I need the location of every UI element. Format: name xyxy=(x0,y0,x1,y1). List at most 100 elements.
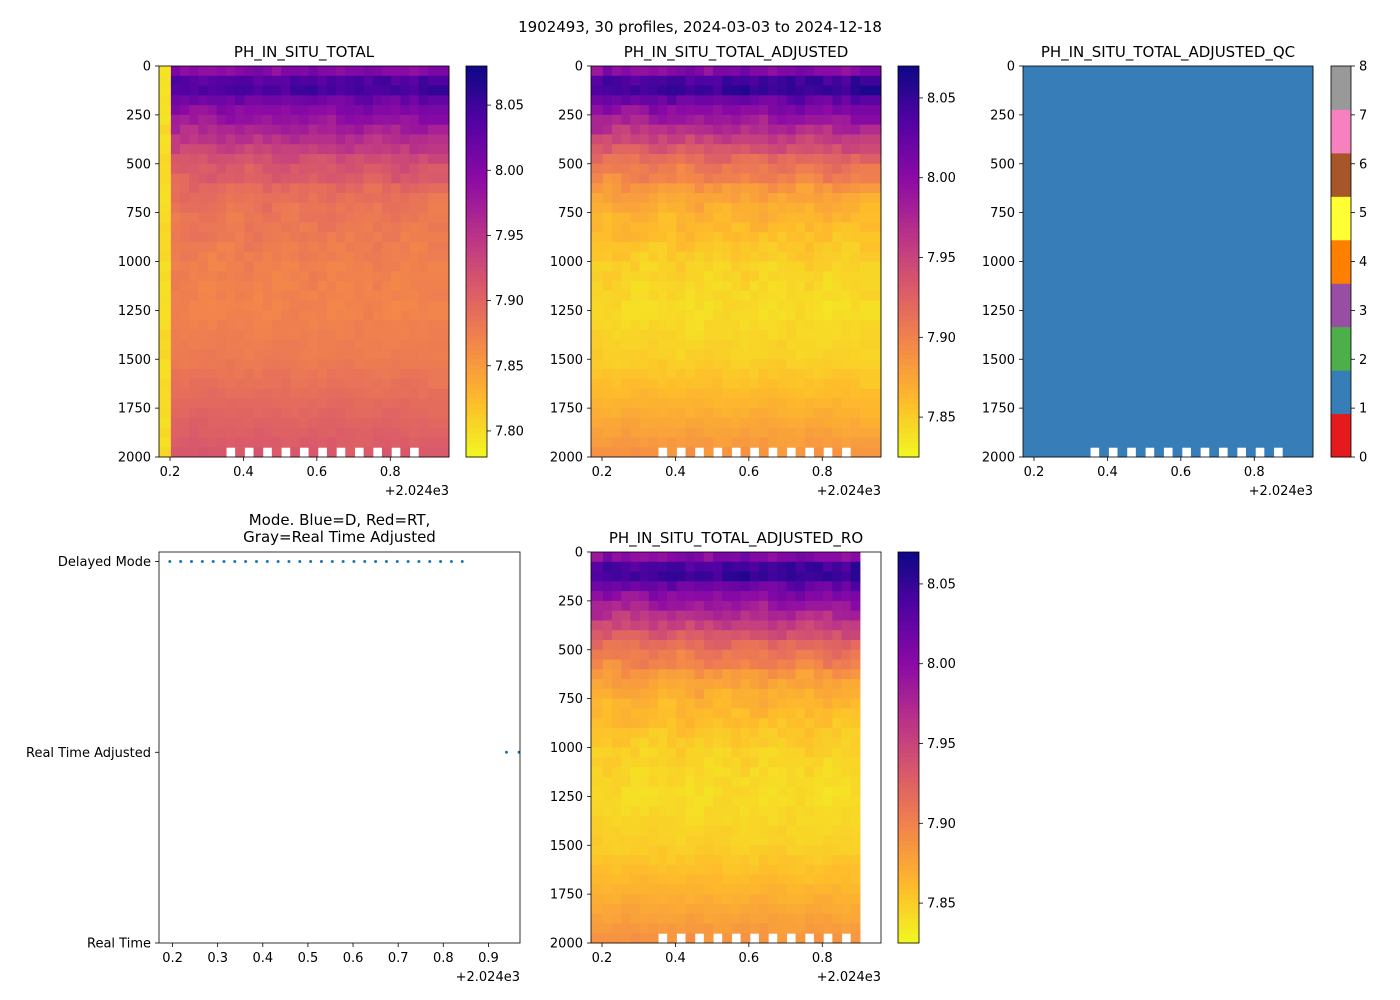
heatmap-cell xyxy=(694,610,705,621)
heatmap-cell xyxy=(694,630,705,641)
heatmap-cell xyxy=(639,251,650,262)
heatmap-cell xyxy=(749,561,760,573)
heatmap-cell xyxy=(630,388,641,399)
heatmap-cell xyxy=(1089,66,1100,77)
heatmap-cell xyxy=(170,85,181,96)
heatmap-cell xyxy=(602,359,613,370)
heatmap-cell xyxy=(612,903,622,915)
heatmap-cell xyxy=(308,95,319,106)
heatmap-cell xyxy=(648,806,659,817)
heatmap-cell xyxy=(777,105,788,116)
heatmap-cell xyxy=(244,427,255,438)
scatter-point xyxy=(428,560,432,564)
heatmap-cell xyxy=(207,95,218,106)
heatmap-cell xyxy=(225,212,236,223)
heatmap-cell xyxy=(308,281,319,292)
heatmap-cell xyxy=(667,124,677,135)
heatmap-cell xyxy=(850,163,861,175)
heatmap-cell xyxy=(345,281,356,292)
heatmap-cell xyxy=(667,581,677,592)
heatmap-cell xyxy=(235,202,245,214)
heatmap-cell xyxy=(841,300,852,311)
heatmap-cell xyxy=(795,639,806,651)
heatmap-cell xyxy=(216,85,227,96)
heatmap-cell xyxy=(804,884,815,895)
heatmap-cell xyxy=(189,183,199,194)
heatmap-cell xyxy=(180,232,190,243)
heatmap-cell xyxy=(768,806,778,817)
heatmap-cell xyxy=(703,193,714,204)
heatmap-cell xyxy=(749,913,760,924)
heatmap-cell xyxy=(786,815,797,827)
colorbar-swatch xyxy=(1331,413,1351,458)
heatmap-cell xyxy=(1044,369,1054,380)
heatmap-cell xyxy=(308,134,319,145)
heatmap-cell xyxy=(170,437,181,448)
heatmap-cell xyxy=(621,630,631,641)
y-tick-label: 1250 xyxy=(982,304,1015,319)
heatmap-cell xyxy=(1089,437,1100,448)
heatmap-cell xyxy=(657,679,668,690)
heatmap-cell xyxy=(832,271,843,282)
heatmap-cell xyxy=(1023,232,1036,243)
heatmap-cell xyxy=(694,659,705,670)
heatmap-cell xyxy=(253,251,264,262)
heatmap-cell xyxy=(630,398,641,409)
heatmap-cell xyxy=(602,561,613,573)
heatmap-cell xyxy=(722,649,732,661)
heatmap-cell xyxy=(1154,427,1164,438)
heatmap-cell xyxy=(391,437,401,448)
heatmap-cell xyxy=(400,290,411,302)
heatmap-cell xyxy=(1135,163,1146,175)
heatmap-cell xyxy=(804,290,815,302)
heatmap-cell xyxy=(685,649,696,661)
y-tick-label: 1000 xyxy=(118,255,151,270)
colorbar-gradient-step xyxy=(466,202,487,209)
heatmap-cell xyxy=(676,903,687,915)
colorbar-tick-label: 7.95 xyxy=(927,251,956,266)
heatmap-cell xyxy=(667,261,677,272)
heatmap-cell xyxy=(299,329,310,341)
heatmap-cell xyxy=(1264,271,1275,282)
heatmap-cell xyxy=(1245,427,1256,438)
heatmap-cell xyxy=(777,329,788,341)
heatmap-cell xyxy=(170,134,181,145)
heatmap-cell xyxy=(281,105,291,116)
heatmap-cell xyxy=(722,874,732,885)
heatmap-cell xyxy=(180,261,190,272)
heatmap-cell xyxy=(694,359,705,370)
heatmap-cell xyxy=(427,339,450,350)
heatmap-cell xyxy=(740,408,751,419)
heatmap-cell xyxy=(639,757,650,768)
heatmap-cell xyxy=(1126,378,1137,390)
scatter-point xyxy=(363,560,367,564)
heatmap-cell xyxy=(731,320,742,331)
heatmap-cell xyxy=(253,408,264,419)
heatmap-cell xyxy=(253,241,264,253)
heatmap-cell xyxy=(1163,271,1174,282)
heatmap-cell xyxy=(216,202,227,214)
heatmap-cell xyxy=(740,271,751,282)
heatmap-cell xyxy=(758,369,769,380)
heatmap-cell xyxy=(694,776,705,788)
heatmap-cell xyxy=(391,212,401,223)
heatmap-cell xyxy=(804,669,815,680)
heatmap-cell xyxy=(703,66,714,77)
colorbar-tick-label: 7.80 xyxy=(495,424,524,439)
heatmap-cell xyxy=(299,417,310,429)
heatmap-cell xyxy=(363,66,374,77)
heatmap-cell xyxy=(612,183,622,194)
heatmap-cell xyxy=(768,105,778,116)
heatmap-cell xyxy=(685,581,696,592)
heatmap-cell xyxy=(336,163,346,175)
heatmap-cell xyxy=(823,398,833,409)
heatmap-cell xyxy=(749,114,760,126)
heatmap-cell xyxy=(612,688,622,700)
heatmap-cell xyxy=(591,437,604,448)
heatmap-cell xyxy=(427,300,450,311)
heatmap-cell xyxy=(768,388,778,399)
colorbar-gradient-step xyxy=(898,266,919,272)
heatmap-cell xyxy=(591,310,604,321)
heatmap-cell xyxy=(713,845,723,856)
heatmap-cell xyxy=(591,806,604,817)
